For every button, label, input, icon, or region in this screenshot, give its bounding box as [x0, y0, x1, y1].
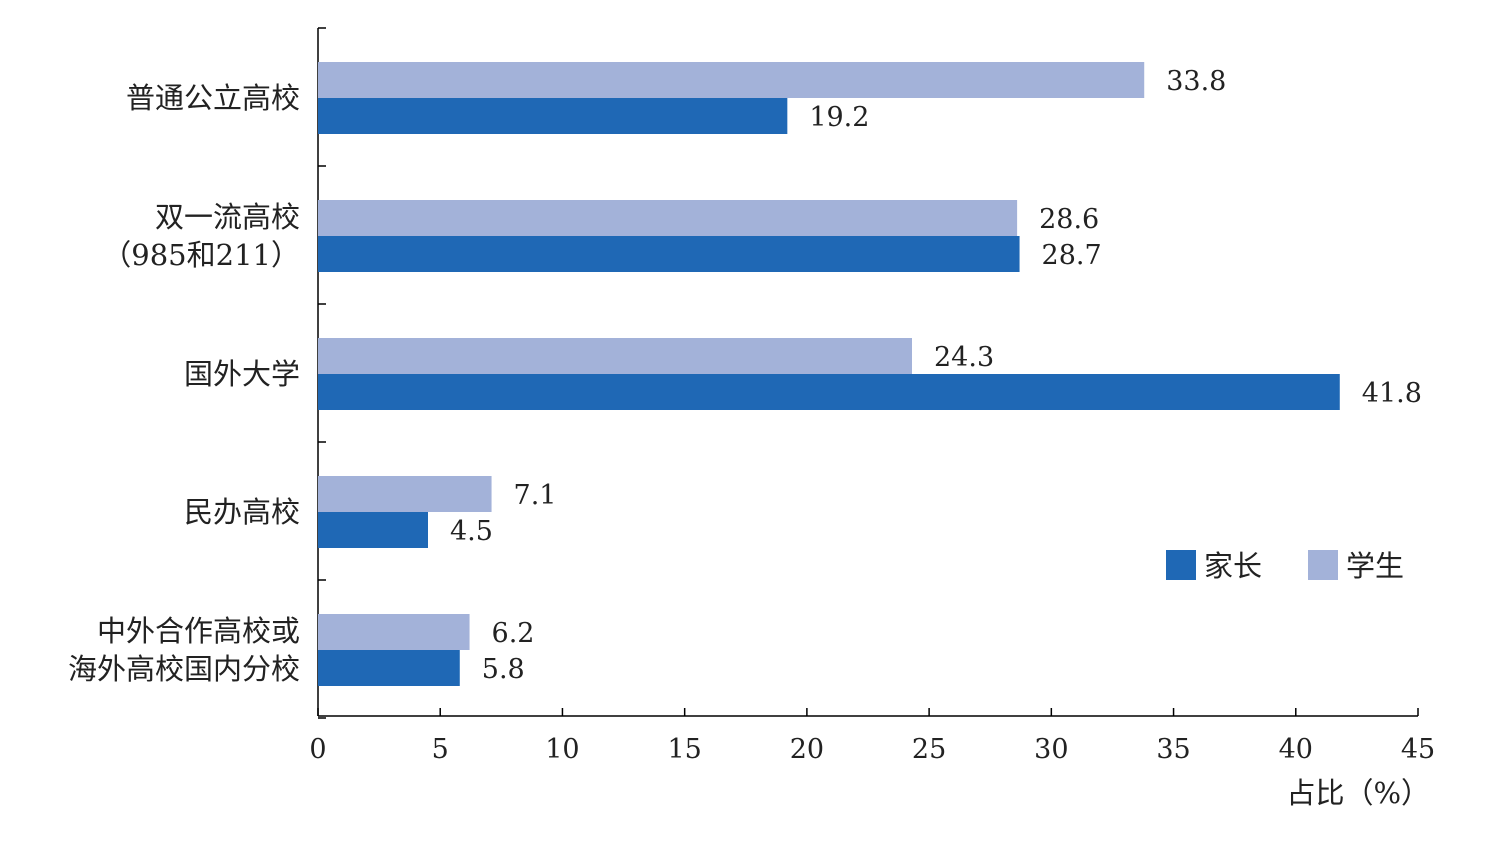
x-axis-title: 占比（%） — [1286, 776, 1430, 810]
bar-parent — [318, 98, 788, 134]
value-label: 41.8 — [1362, 378, 1422, 409]
bar-parent — [318, 374, 1340, 410]
labels-group: 普通公立高校 33.8 19.2 双一流高校 （985和211） 28.6 28.7 国外大学… — [68, 66, 1422, 686]
legend-label: 家长 — [1204, 549, 1262, 583]
category-label: 国外大学 — [184, 357, 300, 391]
category-label: 双一流高校 — [155, 200, 300, 234]
axes-group: 0 5 10 15 20 25 30 35 40 45 占比（%） — [309, 27, 1435, 810]
value-label: 5.8 — [482, 654, 525, 685]
x-tick-label: 30 — [1034, 734, 1068, 765]
bar-student — [318, 614, 470, 650]
x-tick-label: 25 — [912, 734, 946, 765]
bar-student — [318, 200, 1018, 236]
bar-student — [318, 476, 492, 512]
legend-swatch-parent — [1166, 550, 1196, 580]
category-label: 普通公立高校 — [126, 81, 300, 115]
x-tick-label: 10 — [545, 734, 579, 765]
value-label: 19.2 — [809, 102, 869, 133]
x-tick-label: 20 — [790, 734, 824, 765]
legend-swatch-student — [1308, 550, 1338, 580]
x-tick-label: 0 — [309, 734, 326, 765]
bar-parent — [318, 236, 1020, 272]
value-label: 28.6 — [1039, 204, 1099, 235]
value-label: 6.2 — [492, 618, 535, 649]
x-tick-label: 35 — [1156, 734, 1190, 765]
bar-student — [318, 338, 912, 374]
category-label: 中外合作高校或 — [97, 614, 300, 648]
value-label: 7.1 — [514, 480, 557, 511]
bar-parent — [318, 650, 460, 686]
value-label: 28.7 — [1042, 240, 1102, 271]
value-label: 4.5 — [450, 516, 493, 547]
value-label: 33.8 — [1166, 66, 1226, 97]
value-label: 24.3 — [934, 342, 994, 373]
legend-label: 学生 — [1346, 549, 1404, 583]
x-tick-label: 5 — [432, 734, 449, 765]
bars-group — [318, 62, 1340, 686]
x-tick-label: 45 — [1401, 734, 1435, 765]
category-label: 海外高校国内分校 — [68, 652, 300, 686]
x-tick-label: 15 — [667, 734, 701, 765]
bar-student — [318, 62, 1145, 98]
category-label: （985和211） — [102, 238, 300, 272]
x-tick-label: 40 — [1279, 734, 1313, 765]
legend: 家长 学生 — [1166, 549, 1404, 583]
bar-parent — [318, 512, 428, 548]
category-label: 民办高校 — [184, 495, 300, 529]
